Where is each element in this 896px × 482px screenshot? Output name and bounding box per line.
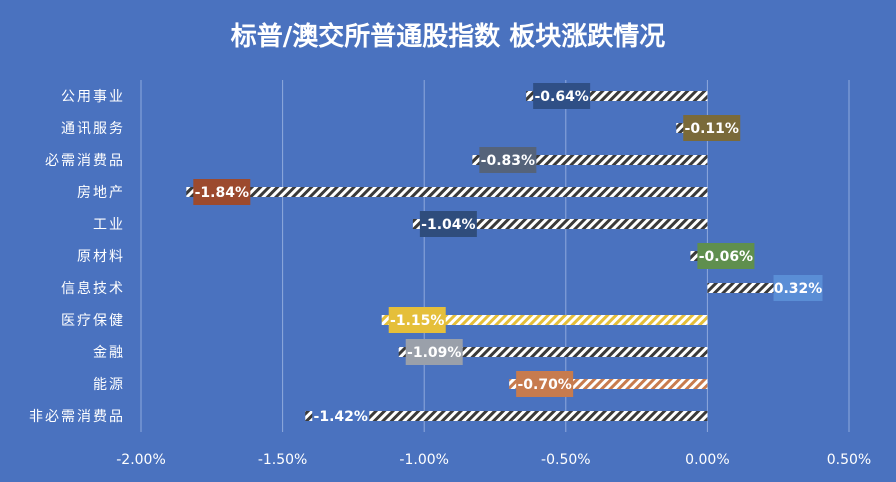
category-label: 必需消费品 — [45, 153, 125, 169]
category-label: 通讯服务 — [61, 121, 125, 137]
category-label: 医疗保健 — [61, 313, 125, 329]
x-tick-label: 0.50% — [827, 452, 871, 468]
data-label-box — [683, 115, 741, 141]
x-tick-label: -1.00% — [399, 452, 449, 468]
data-label: -1.04% — [421, 217, 475, 233]
data-label-box — [533, 83, 591, 109]
bar — [398, 347, 708, 357]
chart-title: 标普/澳交所普通股指数 板块涨跌情况 — [231, 21, 666, 52]
data-label: 0.32% — [774, 281, 823, 297]
x-tick-label: -2.00% — [116, 452, 166, 468]
category-label: 非必需消费品 — [29, 409, 125, 425]
bar — [305, 411, 708, 421]
bar — [381, 315, 708, 325]
data-label-box — [405, 339, 463, 365]
bar — [472, 155, 708, 165]
category-label: 信息技术 — [61, 280, 125, 297]
bar — [707, 283, 799, 293]
data-label: -0.83% — [481, 153, 535, 169]
data-label-box — [388, 307, 446, 333]
x-tick-label: -1.50% — [258, 452, 308, 468]
x-axis-ticks: -2.00% -1.50% -1.00% -0.50% 0.00% 0.50% — [116, 452, 871, 468]
x-tick-label: -0.50% — [541, 452, 591, 468]
bar — [526, 91, 708, 101]
data-label: -0.70% — [517, 377, 571, 393]
category-label: 原材料 — [77, 249, 125, 265]
category-label: 公用事业 — [61, 89, 125, 105]
data-label-box — [479, 147, 537, 173]
x-tick-label: 0.00% — [685, 452, 729, 468]
bar — [186, 187, 708, 197]
category-label: 能源 — [93, 377, 125, 393]
data-label: -0.11% — [685, 121, 739, 137]
bars: -0.64% -0.11% -0.83% -1.84% -1.04% -0.06% 0.32… — [186, 83, 823, 429]
data-label: -1.09% — [407, 345, 461, 361]
data-label: -0.06% — [699, 249, 753, 265]
data-label-box — [312, 403, 370, 429]
data-label-box — [773, 275, 823, 301]
category-label: 房地产 — [77, 185, 125, 201]
data-label-box — [419, 211, 477, 237]
data-label-box — [516, 371, 574, 397]
data-label-box — [697, 243, 755, 269]
data-label: -1.15% — [390, 313, 444, 329]
bar — [412, 219, 708, 229]
data-label: -0.64% — [534, 89, 588, 105]
bar — [509, 379, 708, 389]
category-label: 金融 — [93, 345, 125, 361]
data-label: -1.84% — [195, 185, 249, 201]
category-label: 工业 — [93, 217, 125, 233]
data-label: -1.42% — [314, 409, 368, 425]
data-label-box — [193, 179, 251, 205]
